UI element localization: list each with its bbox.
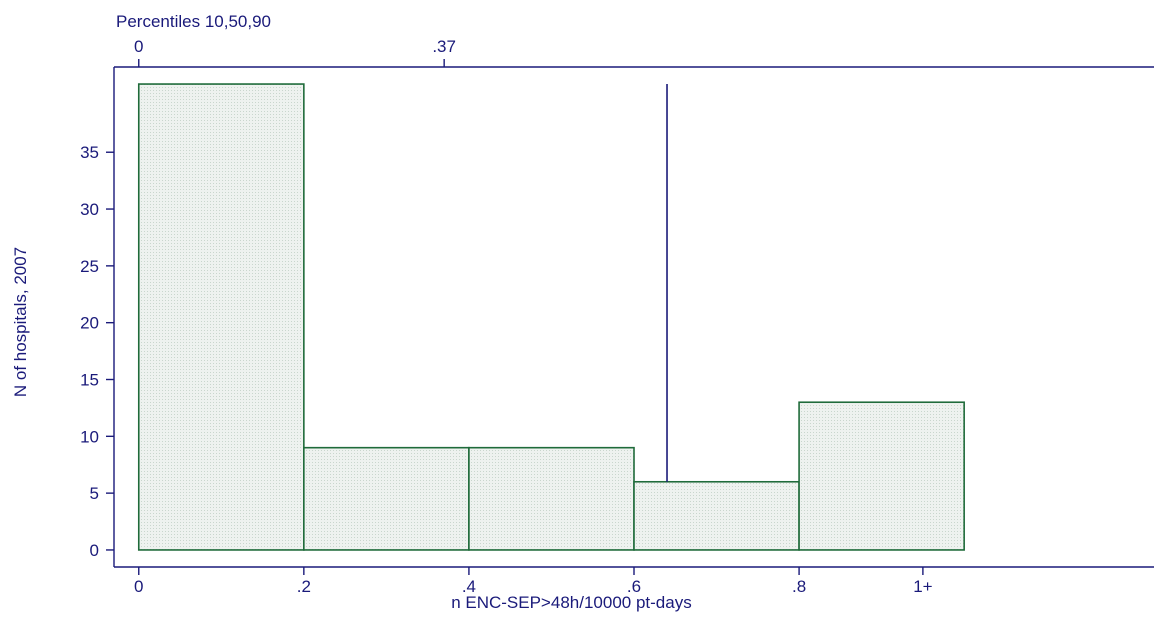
y-tick-label-7: 35 <box>80 143 99 162</box>
percentile-tick-label-1: .37 <box>432 37 456 56</box>
y-axis-label: N of hospitals, 2007 <box>11 247 30 397</box>
x-tick-label-0: 0 <box>134 577 143 596</box>
y-tick-label-5: 25 <box>80 257 99 276</box>
y-tick-label-1: 5 <box>90 484 99 503</box>
bar-3 <box>633 480 800 551</box>
y-tick-label-3: 15 <box>80 371 99 390</box>
bar-2 <box>468 446 635 551</box>
y-tick-label-0: 0 <box>90 541 99 560</box>
percentile-tick-label-0: 0 <box>134 37 143 56</box>
y-tick-label-2: 10 <box>80 427 99 446</box>
y-tick-label-6: 30 <box>80 200 99 219</box>
x-axis-label: n ENC-SEP>48h/10000 pt-days <box>451 593 692 612</box>
x-tick-label-3: .6 <box>627 577 641 596</box>
percentile-title: Percentiles 10,50,90 <box>116 12 271 31</box>
bar-1 <box>303 446 470 551</box>
bars-layer <box>137 83 965 551</box>
bar-4 <box>798 401 965 551</box>
x-tick-label-1: .2 <box>297 577 311 596</box>
x-tick-label-2: .4 <box>462 577 476 596</box>
x-tick-label-4: .8 <box>792 577 806 596</box>
bar-0 <box>137 83 305 551</box>
x-tick-label-5: 1+ <box>913 577 932 596</box>
y-tick-label-4: 20 <box>80 314 99 333</box>
